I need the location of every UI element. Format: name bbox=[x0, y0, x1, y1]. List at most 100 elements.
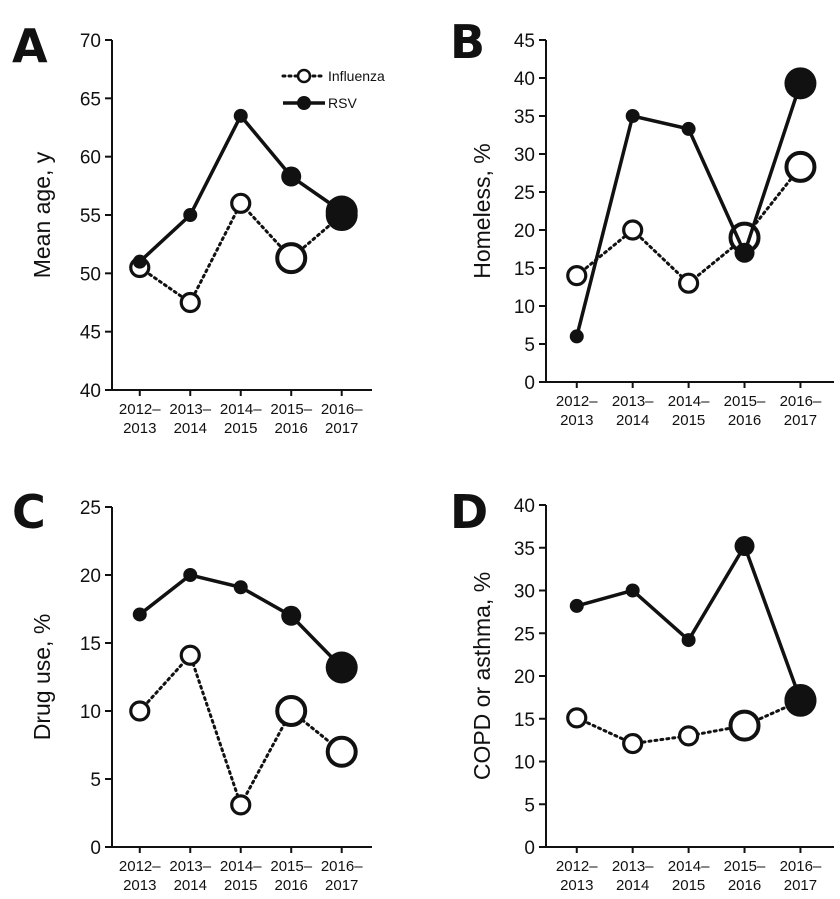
x-tick-label: 2014 bbox=[174, 877, 207, 894]
x-tick-label: 2016 bbox=[275, 420, 308, 437]
x-tick-label: 2012– bbox=[556, 858, 598, 875]
x-tick-label: 2016 bbox=[275, 877, 308, 894]
x-tick-label: 2014– bbox=[668, 858, 710, 875]
y-tick-label: 40 bbox=[80, 381, 101, 402]
x-tick-label: 2015– bbox=[724, 858, 766, 875]
y-tick-label: 40 bbox=[514, 69, 535, 90]
y-axis-label: Drug use, % bbox=[29, 614, 55, 741]
y-tick-label: 5 bbox=[524, 335, 535, 356]
data-point-rsv bbox=[233, 108, 248, 123]
panel-c: C Drug use, % 0 5 10 15 20 25 2012– 2013 2013– 2014… bbox=[12, 485, 372, 894]
series-line-rsv bbox=[138, 112, 343, 263]
data-point-influenza bbox=[179, 644, 201, 666]
data-point-influenza bbox=[678, 272, 700, 294]
data-point-influenza bbox=[275, 242, 308, 275]
data-point-influenza bbox=[275, 695, 308, 727]
data-point-rsv bbox=[569, 329, 584, 344]
x-tick-label: 2013– bbox=[169, 858, 211, 875]
series-line-influenza bbox=[138, 200, 344, 305]
legend-label: Influenza bbox=[328, 68, 385, 84]
x-tick-label: 2014– bbox=[220, 401, 262, 418]
series-line-rsv bbox=[576, 541, 803, 701]
legend: Influenza RSV bbox=[281, 68, 385, 111]
y-tick-label: 10 bbox=[514, 297, 535, 318]
x-tick-label: 2014 bbox=[174, 420, 207, 437]
data-point-rsv bbox=[784, 683, 817, 716]
x-tick-label: 2014– bbox=[220, 858, 262, 875]
y-tick-label: 20 bbox=[514, 667, 535, 688]
data-point-rsv bbox=[132, 607, 147, 622]
x-tick-label: 2012– bbox=[556, 393, 598, 410]
data-point-influenza bbox=[784, 150, 817, 183]
y-tick-label: 25 bbox=[514, 183, 535, 204]
x-tick-label: 2016– bbox=[780, 393, 822, 410]
y-tick-label: 0 bbox=[524, 838, 535, 859]
x-tick-label: 2016 bbox=[728, 877, 761, 894]
x-tick-label: 2015– bbox=[724, 393, 766, 410]
y-tick-label: 0 bbox=[524, 373, 535, 394]
y-tick-label: 70 bbox=[80, 31, 101, 52]
x-tick-label: 2017 bbox=[325, 420, 358, 437]
y-axis-label: Homeless, % bbox=[469, 143, 495, 278]
data-point-rsv bbox=[625, 109, 640, 123]
data-point-influenza bbox=[325, 735, 358, 768]
data-point-influenza bbox=[622, 219, 644, 241]
x-tick-label: 2017 bbox=[784, 412, 817, 429]
x-tick-label: 2015 bbox=[224, 420, 257, 437]
x-tick-label: 2014 bbox=[616, 412, 649, 429]
x-tick-label: 2017 bbox=[784, 877, 817, 894]
data-point-influenza bbox=[566, 265, 588, 287]
y-tick-label: 45 bbox=[514, 31, 535, 52]
y-tick-label: 15 bbox=[514, 259, 535, 280]
y-tick-label: 30 bbox=[514, 145, 535, 166]
x-tick-label: 2013– bbox=[612, 858, 654, 875]
panel-a: A Mean age, y 40 45 50 55 60 65 70 2012– 2013 2013–… bbox=[12, 19, 385, 437]
data-point-rsv bbox=[183, 568, 198, 582]
x-tick-label: 2014– bbox=[668, 393, 710, 410]
x-tick-label: 2015– bbox=[270, 858, 312, 875]
data-point-rsv bbox=[281, 605, 302, 626]
y-tick-label: 55 bbox=[80, 206, 101, 227]
data-point-rsv bbox=[681, 121, 696, 136]
data-point-influenza bbox=[622, 732, 644, 755]
panel-letter: A bbox=[12, 19, 48, 73]
y-tick-label: 40 bbox=[514, 496, 535, 517]
y-tick-label: 5 bbox=[90, 770, 101, 791]
x-tick-label: 2012– bbox=[119, 401, 161, 418]
panel-d: D COPD or asthma, % 0 5 10 15 20 25 30 35 40 2012– 2… bbox=[450, 485, 834, 894]
y-axis-label: COPD or asthma, % bbox=[469, 572, 495, 780]
series-line-influenza bbox=[138, 652, 344, 809]
x-tick-label: 2016 bbox=[728, 412, 761, 429]
x-tick-label: 2016– bbox=[780, 858, 822, 875]
panel-letter: C bbox=[12, 485, 46, 539]
data-point-rsv bbox=[281, 166, 302, 187]
y-tick-label: 0 bbox=[90, 838, 101, 859]
series-line-influenza bbox=[575, 699, 802, 746]
x-tick-label: 2015 bbox=[224, 877, 257, 894]
x-tick-label: 2014 bbox=[616, 877, 649, 894]
data-point-rsv bbox=[325, 651, 358, 684]
y-tick-label: 50 bbox=[80, 264, 101, 285]
legend-marker-influenza bbox=[296, 68, 312, 84]
x-tick-label: 2016– bbox=[321, 858, 363, 875]
data-point-rsv bbox=[183, 208, 198, 222]
data-point-rsv bbox=[569, 598, 584, 613]
data-point-rsv bbox=[784, 67, 817, 100]
legend-marker-rsv bbox=[297, 96, 311, 110]
y-tick-label: 25 bbox=[80, 498, 101, 519]
x-tick-label: 2013– bbox=[612, 393, 654, 410]
x-tick-label: 2012– bbox=[119, 858, 161, 875]
y-tick-label: 20 bbox=[514, 221, 535, 242]
y-tick-label: 25 bbox=[514, 624, 535, 645]
x-tick-label: 2013 bbox=[123, 877, 156, 894]
x-tick-label: 2013 bbox=[560, 412, 593, 429]
x-tick-label: 2015 bbox=[672, 877, 705, 894]
y-tick-label: 15 bbox=[514, 710, 535, 731]
x-tick-label: 2016– bbox=[321, 401, 363, 418]
data-point-rsv bbox=[734, 536, 755, 557]
data-point-rsv bbox=[233, 580, 248, 595]
y-tick-label: 15 bbox=[80, 634, 101, 655]
y-tick-label: 65 bbox=[80, 89, 101, 110]
data-point-influenza bbox=[129, 700, 151, 722]
